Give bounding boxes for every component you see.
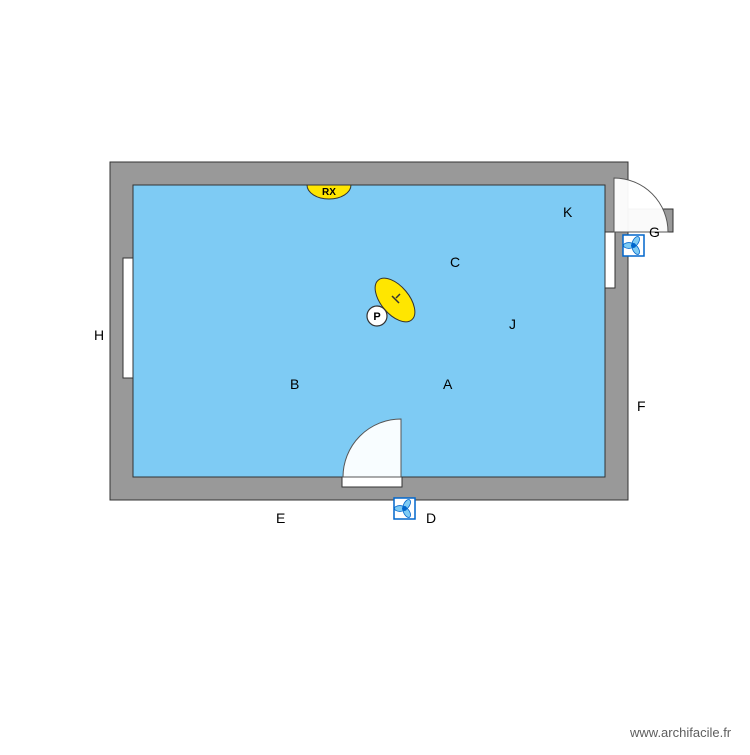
floor-plan: RX P [0,0,750,750]
label-E: E [276,510,285,526]
svg-text:RX: RX [322,187,336,198]
label-C: C [450,254,460,270]
label-J: J [509,316,516,332]
label-G: G [649,224,660,240]
label-H: H [94,327,104,343]
watermark: www.archifacile.fr [630,725,731,740]
label-K: K [563,204,572,220]
svg-text:P: P [373,311,380,323]
label-F: F [637,398,646,414]
label-A: A [443,376,452,392]
label-B: B [290,376,299,392]
label-D: D [426,510,436,526]
